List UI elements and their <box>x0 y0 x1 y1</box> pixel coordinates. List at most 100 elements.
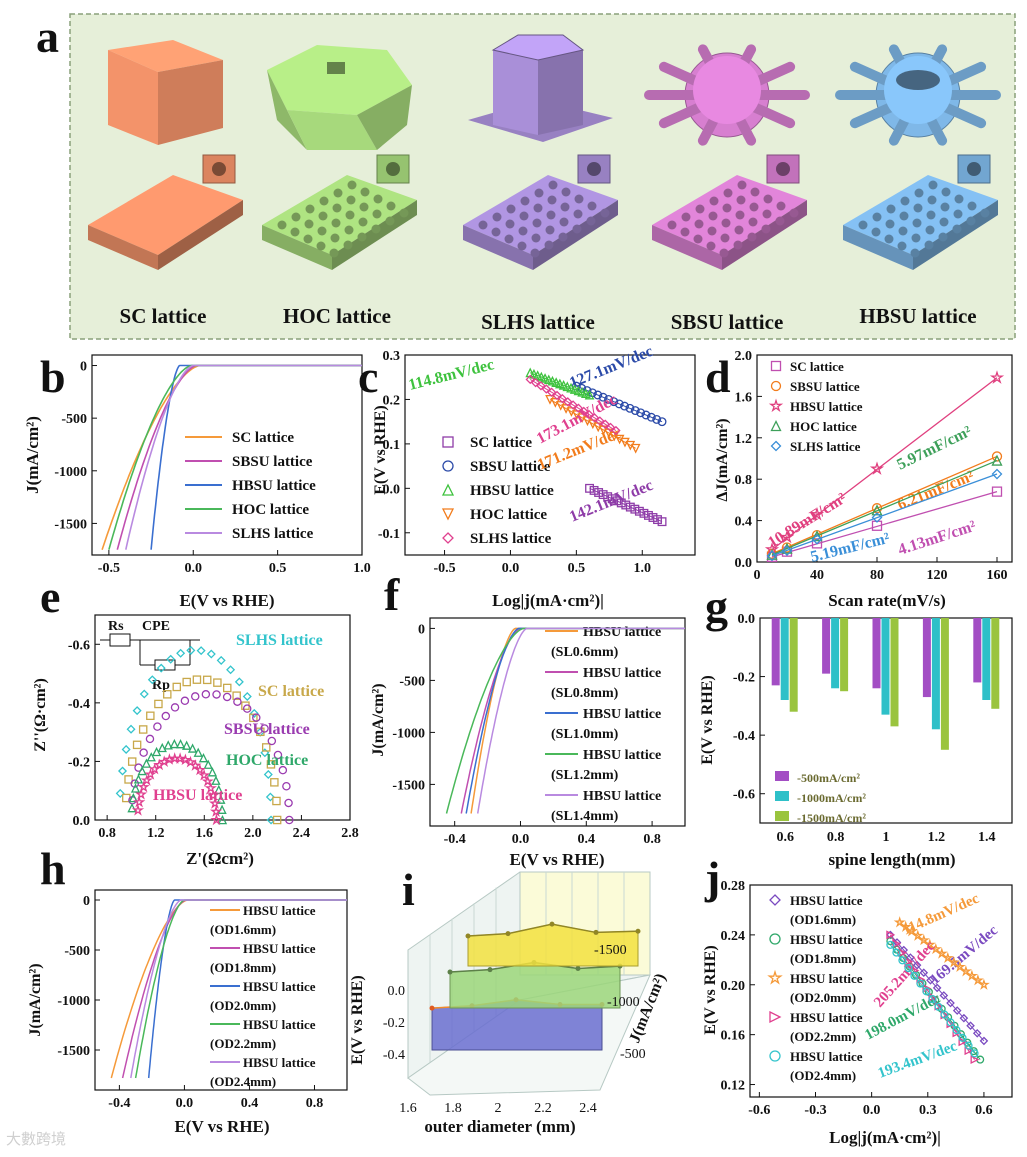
marker <box>216 655 226 665</box>
plate-texture <box>333 188 343 198</box>
marker <box>137 765 147 776</box>
plate-texture <box>939 217 949 227</box>
marker <box>169 738 180 749</box>
marker <box>598 490 608 500</box>
x-tick-label: -0.6 <box>748 1103 770 1118</box>
panel-d: d 0 40 80 120 160 0.0 0.4 0.8 1.2 1.6 2.0 SC lattice… <box>705 349 1013 610</box>
plate-texture <box>544 240 554 250</box>
marker <box>135 787 148 800</box>
x-tick-label: 1.8 <box>444 1101 462 1116</box>
y-tick-label: 0.12 <box>721 1079 746 1094</box>
marker <box>966 1021 975 1031</box>
plate-side <box>332 200 417 270</box>
x-tick-label: 0.0 <box>502 561 520 576</box>
marker <box>939 991 949 1000</box>
marker <box>639 508 649 518</box>
lattice-1: HOC lattice <box>262 45 417 328</box>
legend-label: HBSU lattice <box>243 941 316 956</box>
x-axis-label: Z'(Ωcm²) <box>186 849 254 868</box>
marker <box>226 665 236 675</box>
x-axis-label: Scan rate(mV/s) <box>828 591 946 610</box>
watermark: 大數跨境 <box>6 1130 67 1148</box>
marker <box>991 454 1003 466</box>
plate-texture <box>303 234 313 244</box>
plate-texture <box>478 220 488 230</box>
x-tick-label: 1.6 <box>399 1101 417 1116</box>
panel-letter-a: a <box>36 11 59 62</box>
legend-label: HBSU lattice <box>790 1049 863 1064</box>
marker <box>144 767 157 780</box>
marker <box>964 1041 973 1050</box>
y-axis-label: J(mA/cm²) <box>27 963 44 1036</box>
lattice-0: SC lattice <box>88 40 243 328</box>
x-tick-label: 0.0 <box>176 1096 194 1111</box>
bar <box>789 618 798 712</box>
plate-texture <box>533 203 543 213</box>
y-tick-label: 0.1 <box>383 438 401 453</box>
marker <box>263 769 273 779</box>
y-tick-label: -500 <box>64 944 90 959</box>
marker <box>156 663 166 673</box>
marker <box>172 682 182 692</box>
plate-tab-hole <box>212 162 226 176</box>
legend-label: -500mA/cm² <box>797 771 860 785</box>
fit-line <box>549 399 636 449</box>
plate-side <box>652 225 722 270</box>
marker <box>946 998 955 1008</box>
slope-label: 193.4mV/dec <box>876 1038 960 1082</box>
plate-texture <box>518 226 528 236</box>
marker <box>208 797 222 809</box>
marker <box>630 406 640 416</box>
panel-letter-b: b <box>40 351 66 402</box>
marker <box>919 968 929 978</box>
marker <box>781 545 793 557</box>
plate-texture <box>776 201 786 211</box>
plate-texture <box>858 220 868 230</box>
plot-frame <box>94 614 351 821</box>
legend-sub: (SL0.6mm) <box>551 645 619 660</box>
y-tick-label: -0.1 <box>378 527 400 542</box>
marker <box>625 502 635 512</box>
panels: b -0.5 0.0 0.5 1.0 0 -500 -1000 -1500 SC lattice S… <box>23 343 1013 1147</box>
curve <box>465 627 685 814</box>
y-tick-label: -1500 <box>392 778 425 793</box>
series-point <box>465 933 471 939</box>
series-point <box>429 1005 435 1011</box>
x-tick-label: 1.2 <box>928 830 946 845</box>
plate-texture <box>360 187 370 197</box>
marker <box>922 983 932 993</box>
legend-label: HBSU lattice <box>790 1010 863 1025</box>
fit-line <box>889 944 975 1054</box>
plate-texture <box>720 233 730 243</box>
lattice-label: HOC lattice <box>283 304 391 328</box>
x-tick-label: 0.8 <box>643 832 661 847</box>
legend-swatch <box>775 771 789 781</box>
series-point <box>505 931 511 937</box>
z-tick-label: -1500 <box>594 943 627 958</box>
plate-side <box>722 200 807 270</box>
marker <box>929 942 942 955</box>
panel-letter-c: c <box>358 351 378 402</box>
lattice-label: SC lattice <box>120 304 207 328</box>
plate-texture <box>913 203 923 213</box>
marker <box>952 1026 961 1035</box>
x-tick-label: 0.4 <box>578 832 596 847</box>
plate-texture <box>941 187 951 197</box>
plate-texture <box>331 218 341 228</box>
fit-line <box>529 379 617 431</box>
plate-texture <box>386 201 396 211</box>
series-point <box>549 921 555 927</box>
legend-label: -1000mA/cm² <box>797 791 866 805</box>
legend-label: SC lattice <box>470 435 532 451</box>
plate-texture <box>789 208 799 218</box>
bar <box>840 618 849 692</box>
plate-texture <box>330 233 340 243</box>
x-tick-label: 120 <box>927 568 948 583</box>
marker <box>970 1049 979 1058</box>
plate-texture <box>694 219 704 229</box>
marker <box>272 796 281 806</box>
marker <box>163 740 173 750</box>
y-tick-label: -1000 <box>54 465 87 480</box>
plate-texture <box>530 248 540 258</box>
lattice-4: HBSU lattice <box>835 44 1001 328</box>
